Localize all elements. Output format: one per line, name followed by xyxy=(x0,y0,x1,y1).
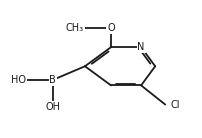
Text: OH: OH xyxy=(45,102,60,112)
Text: CH₃: CH₃ xyxy=(66,23,84,33)
Text: N: N xyxy=(137,42,145,52)
Text: B: B xyxy=(49,75,56,85)
Text: HO: HO xyxy=(11,75,26,85)
Text: Cl: Cl xyxy=(170,99,180,110)
Text: O: O xyxy=(107,23,115,33)
